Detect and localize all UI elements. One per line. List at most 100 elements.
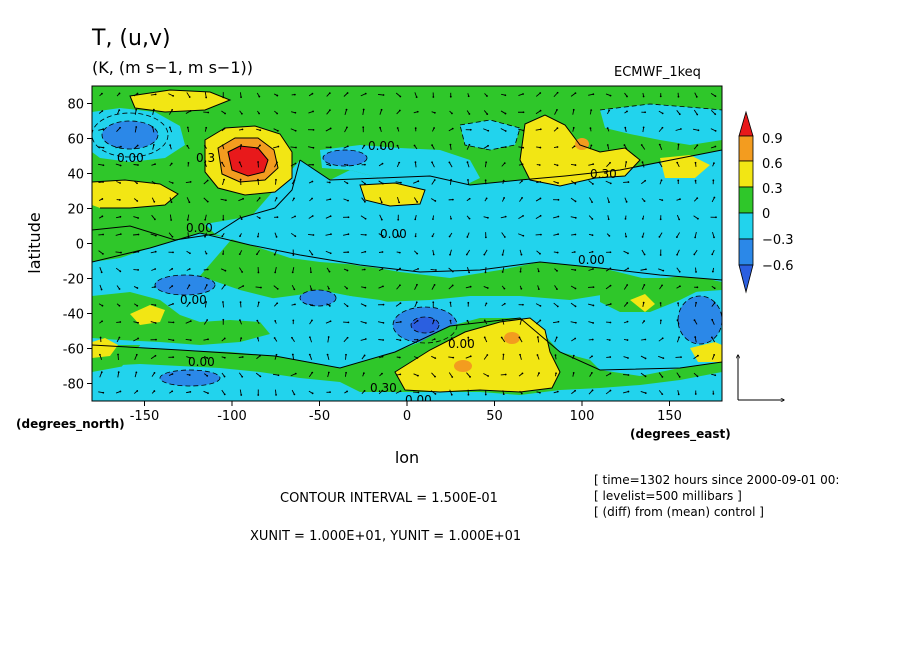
wind-vector-head bbox=[363, 354, 366, 357]
colorbar-swatch bbox=[738, 238, 754, 266]
wind-vector-head bbox=[102, 252, 104, 255]
wind-vector-head bbox=[592, 93, 595, 96]
wind-vector-head bbox=[713, 162, 715, 165]
wind-vector-head bbox=[206, 200, 209, 203]
wind-vector bbox=[395, 302, 401, 307]
wind-vector-head bbox=[137, 269, 140, 271]
wind-vector bbox=[134, 354, 138, 360]
wind-vector-head bbox=[608, 234, 611, 237]
wind-vector-head bbox=[626, 95, 628, 98]
contour-label: 0.00 bbox=[578, 253, 605, 267]
wind-vector bbox=[587, 303, 594, 306]
wind-vector-head bbox=[678, 336, 681, 339]
wind-vector-head bbox=[119, 126, 121, 129]
wind-vector-head bbox=[644, 179, 647, 182]
colorbar-label: 0.6 bbox=[762, 157, 783, 172]
wind-vector-head bbox=[416, 201, 419, 203]
wind-vector bbox=[309, 354, 313, 360]
wind-vector-head bbox=[258, 95, 261, 98]
wind-vector-head bbox=[346, 305, 349, 308]
wind-vector-head bbox=[556, 127, 559, 130]
wind-vector bbox=[99, 267, 103, 273]
wind-vector-head bbox=[483, 336, 486, 339]
wind-vector bbox=[150, 233, 156, 237]
wind-vector-head bbox=[382, 321, 385, 324]
wind-vector-head bbox=[260, 286, 262, 289]
wind-vector-head bbox=[239, 178, 242, 181]
wind-vector-head bbox=[539, 128, 542, 131]
wind-vector-head bbox=[627, 252, 629, 255]
wind-vector-head bbox=[362, 108, 365, 111]
wind-vector-head bbox=[258, 217, 261, 219]
wind-vector-head bbox=[467, 179, 469, 181]
wind-vector-head bbox=[363, 389, 366, 392]
wind-vector-head bbox=[643, 253, 646, 256]
wind-vector-head bbox=[362, 126, 365, 129]
wind-vector-head bbox=[223, 337, 226, 340]
wind-vector-head bbox=[347, 199, 349, 202]
wind-vector-head bbox=[293, 179, 296, 182]
wind-vector-head bbox=[119, 321, 122, 323]
wind-vector-head bbox=[503, 236, 506, 238]
wind-vector-head bbox=[189, 252, 191, 255]
x-tick-label: -100 bbox=[217, 409, 247, 424]
green-belt-se bbox=[600, 278, 700, 312]
wind-vector bbox=[605, 180, 611, 184]
wind-vector-head bbox=[504, 215, 507, 218]
wind-vector bbox=[552, 321, 559, 324]
wind-vector-head bbox=[485, 197, 488, 200]
wind-vector-head bbox=[609, 94, 612, 97]
wind-vector-head bbox=[502, 393, 505, 396]
wind-vector-head bbox=[382, 339, 385, 341]
wind-vector bbox=[448, 267, 454, 272]
wind-vector-head bbox=[414, 161, 417, 164]
wind-vector-head bbox=[711, 253, 714, 256]
wind-vector-head bbox=[626, 339, 629, 341]
contour-label: 0.30 bbox=[590, 167, 617, 181]
wind-vector-head bbox=[469, 355, 472, 358]
wind-vector-head bbox=[592, 163, 595, 166]
blue-spot-nw bbox=[102, 121, 158, 149]
wind-vector-head bbox=[661, 126, 664, 129]
wind-vector bbox=[344, 109, 347, 116]
wind-vector-head bbox=[450, 217, 452, 220]
wind-vector-head bbox=[449, 319, 452, 322]
wind-vector-head bbox=[154, 268, 157, 270]
wind-vector-head bbox=[643, 284, 646, 286]
wind-vector-head bbox=[399, 284, 401, 287]
wind-vector-head bbox=[591, 201, 593, 203]
wind-vector-head bbox=[381, 389, 384, 392]
wind-vector-head bbox=[574, 92, 577, 95]
wind-vector-head bbox=[574, 287, 577, 290]
wind-vector-head bbox=[239, 301, 242, 304]
wind-vector-head bbox=[627, 181, 630, 183]
contour-label: 0.00 bbox=[186, 221, 213, 235]
wind-vector-head bbox=[484, 393, 487, 396]
wind-vector-head bbox=[572, 372, 575, 374]
wind-vector bbox=[694, 336, 697, 343]
wind-vector-head bbox=[518, 336, 521, 339]
wind-vector-head bbox=[98, 353, 101, 356]
wind-vector-head bbox=[328, 270, 331, 273]
wind-vector-head bbox=[487, 129, 490, 132]
wind-vector-head bbox=[452, 356, 455, 359]
wind-vector-head bbox=[433, 127, 435, 129]
wind-vector-head bbox=[207, 111, 210, 114]
wind-vector-head bbox=[644, 111, 647, 114]
wind-vector-head bbox=[694, 393, 697, 395]
colorbar-swatch bbox=[738, 212, 754, 240]
wind-vector-head bbox=[398, 356, 401, 359]
wind-vector-head bbox=[205, 126, 208, 129]
wind-vector-head bbox=[119, 215, 122, 218]
wind-vector-head bbox=[328, 92, 331, 94]
wind-vector bbox=[466, 267, 470, 273]
wind-vector-head bbox=[695, 271, 697, 273]
wind-vector-head bbox=[101, 320, 103, 323]
wind-vector-head bbox=[137, 217, 140, 219]
wind-vector-head bbox=[119, 233, 122, 236]
wind-vector-head bbox=[257, 271, 260, 274]
wind-vector bbox=[570, 92, 576, 97]
wind-vector-head bbox=[172, 356, 175, 359]
wind-vector-head bbox=[696, 113, 699, 116]
wind-vector-head bbox=[362, 372, 365, 375]
